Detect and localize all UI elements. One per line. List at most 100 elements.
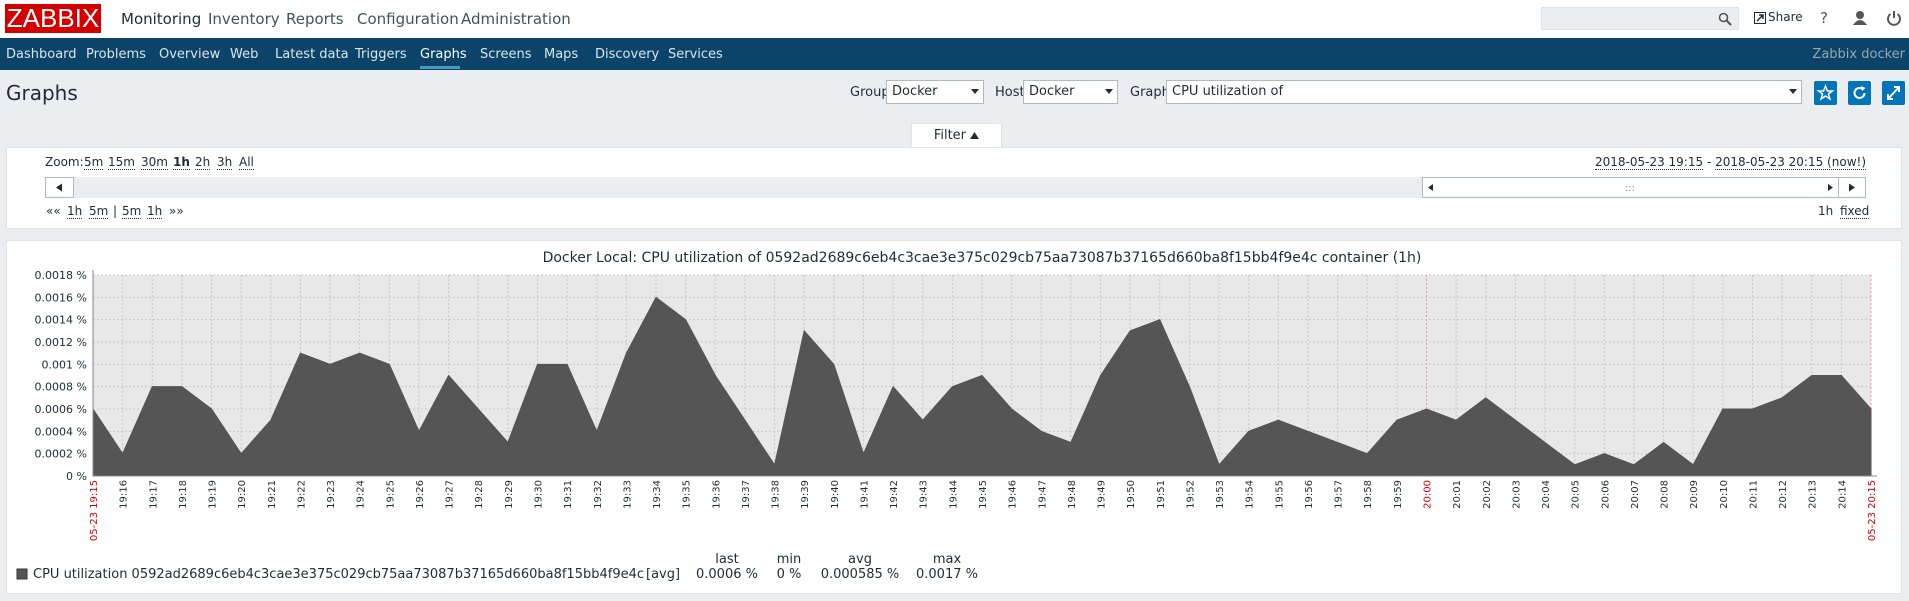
zoom-link[interactable]: 30m bbox=[141, 155, 168, 170]
range-to[interactable]: 2018-05-23 20:15 (now!) bbox=[1715, 155, 1866, 170]
menu-item[interactable]: Configuration bbox=[357, 10, 459, 28]
x-tick-label: 19:56 bbox=[1304, 480, 1315, 509]
x-tick-label: 20:07 bbox=[1630, 480, 1641, 509]
nav-link[interactable]: 5m bbox=[122, 204, 142, 219]
scroll-right-button[interactable] bbox=[1838, 177, 1866, 198]
x-tick-label: 19:48 bbox=[1067, 480, 1078, 509]
x-tick-label: 19:16 bbox=[119, 480, 130, 509]
x-tick-label: 19:59 bbox=[1393, 480, 1404, 509]
share-link[interactable]: Share bbox=[1768, 10, 1803, 24]
sub-nav-item[interactable]: Web bbox=[230, 47, 259, 62]
zoom-link[interactable]: 5m bbox=[84, 155, 104, 170]
menu-item[interactable]: Inventory bbox=[208, 10, 280, 28]
zoom-link[interactable]: 3h bbox=[217, 155, 233, 170]
chart-title: Docker Local: CPU utilization of 0592ad2… bbox=[543, 250, 1422, 266]
nav-link[interactable]: »» bbox=[169, 204, 184, 218]
legend-header: last bbox=[715, 552, 738, 567]
legend-header: avg bbox=[848, 552, 872, 567]
x-tick-label: 20:13 bbox=[1808, 480, 1819, 509]
sub-nav-item[interactable]: Graphs bbox=[420, 47, 467, 62]
x-tick-label: 20:04 bbox=[1541, 480, 1552, 509]
x-tick-label: 20:00 bbox=[1423, 480, 1434, 509]
logo[interactable]: ZABBIX bbox=[5, 3, 101, 33]
sub-nav-item[interactable]: Maps bbox=[544, 47, 579, 62]
sub-nav-item[interactable]: Latest data bbox=[275, 47, 349, 62]
x-tick-label: 05-23 19:15 bbox=[89, 480, 100, 541]
sub-nav-item[interactable]: Discovery bbox=[595, 47, 660, 62]
legend-header: max bbox=[933, 552, 962, 567]
zoom-link[interactable]: 15m bbox=[108, 155, 135, 170]
graph-label: Graph bbox=[1130, 85, 1170, 100]
fullscreen-button[interactable] bbox=[1882, 81, 1905, 105]
favorite-button[interactable] bbox=[1814, 81, 1837, 105]
x-tick-label: 20:01 bbox=[1452, 480, 1463, 509]
filter-label: Filter bbox=[933, 128, 967, 143]
x-tick-label: 20:03 bbox=[1511, 480, 1522, 509]
x-tick-label: 19:30 bbox=[534, 480, 545, 509]
x-tick-label: 05-23 20:15 bbox=[1867, 480, 1878, 541]
fixed-text: fixed bbox=[1840, 204, 1870, 219]
legend-header: min bbox=[777, 552, 802, 567]
legend-value: 0 % bbox=[777, 567, 802, 582]
sub-nav-item[interactable]: Problems bbox=[86, 47, 146, 62]
x-tick-label: 19:18 bbox=[178, 480, 189, 509]
x-tick-label: 19:28 bbox=[474, 480, 485, 509]
graph-select[interactable]: CPU utilization of 0592ad2689c6eb4c3cae3… bbox=[1166, 80, 1802, 104]
x-tick-label: 19:55 bbox=[1274, 480, 1285, 509]
group-select[interactable]: Docker Hosts bbox=[886, 80, 984, 104]
scroll-left-button[interactable] bbox=[45, 177, 74, 198]
range-from[interactable]: 2018-05-23 19:15 bbox=[1594, 155, 1704, 170]
sub-nav-item[interactable]: Services bbox=[668, 47, 723, 62]
sub-nav-item[interactable]: Triggers bbox=[355, 47, 407, 62]
share-icon bbox=[1754, 12, 1766, 24]
nav-link[interactable]: 1h bbox=[147, 204, 163, 219]
y-tick-label: 0.0006 % bbox=[35, 403, 87, 416]
zoom-link[interactable]: 1h bbox=[173, 155, 190, 170]
x-tick-label: 19:32 bbox=[593, 480, 604, 509]
search-box[interactable] bbox=[1541, 7, 1739, 30]
area bbox=[92, 296, 1872, 477]
svg-text::::: ::: bbox=[1625, 183, 1635, 194]
x-tick-label: 19:51 bbox=[1156, 480, 1167, 509]
refresh-button[interactable] bbox=[1848, 81, 1871, 105]
x-tick-label: 19:36 bbox=[711, 480, 722, 509]
nav-link[interactable]: 1h bbox=[67, 204, 83, 219]
x-tick-label: 19:22 bbox=[296, 480, 307, 509]
x-tick-label: 19:46 bbox=[1008, 480, 1019, 509]
x-tick-label: 19:19 bbox=[208, 480, 219, 509]
help-link[interactable]: ? bbox=[1820, 9, 1828, 27]
x-tick-label: 20:14 bbox=[1837, 480, 1848, 509]
nav-link[interactable]: «« bbox=[46, 204, 61, 218]
slider-grips: ::: bbox=[1428, 183, 1833, 194]
x-tick-label: 20:09 bbox=[1689, 480, 1700, 509]
x-tick-label: 19:29 bbox=[504, 480, 515, 509]
menu-item[interactable]: Administration bbox=[461, 10, 571, 28]
sub-nav bbox=[0, 38, 1909, 70]
nav-link: | bbox=[113, 204, 118, 218]
x-tick-label: 19:31 bbox=[563, 480, 574, 509]
menu-item[interactable]: Monitoring bbox=[121, 10, 202, 28]
x-tick-label: 19:20 bbox=[237, 480, 248, 509]
x-tick-label: 20:10 bbox=[1719, 480, 1730, 509]
filter-tab[interactable]: Filter bbox=[911, 123, 1002, 148]
x-tick-label: 19:26 bbox=[415, 480, 426, 509]
nav-link[interactable]: 5m bbox=[89, 204, 109, 219]
user-icon[interactable] bbox=[1852, 10, 1868, 26]
zoom-link[interactable]: All bbox=[239, 155, 254, 170]
sub-nav-item[interactable]: Dashboard bbox=[6, 47, 77, 62]
sub-nav-item[interactable]: Overview bbox=[159, 47, 221, 62]
active-underline bbox=[420, 66, 460, 69]
zoom-link[interactable]: 2h bbox=[195, 155, 211, 170]
x-tick-label: 20:11 bbox=[1748, 480, 1759, 509]
server-name: Zabbix docker bbox=[1812, 47, 1905, 62]
x-tick-label: 19:41 bbox=[859, 480, 870, 509]
host-select[interactable]: Docker Local bbox=[1023, 80, 1118, 104]
sub-nav-item[interactable]: Screens bbox=[480, 47, 532, 62]
scroll-slider[interactable]: ::: bbox=[1422, 177, 1839, 198]
filter-arrow bbox=[970, 132, 980, 139]
period-label: 1h bbox=[1818, 204, 1834, 218]
logout-icon[interactable] bbox=[1886, 10, 1902, 26]
fixed-link[interactable]: fixed bbox=[1840, 204, 1870, 219]
right-arrow bbox=[1849, 183, 1855, 192]
menu-item[interactable]: Reports bbox=[286, 10, 344, 28]
